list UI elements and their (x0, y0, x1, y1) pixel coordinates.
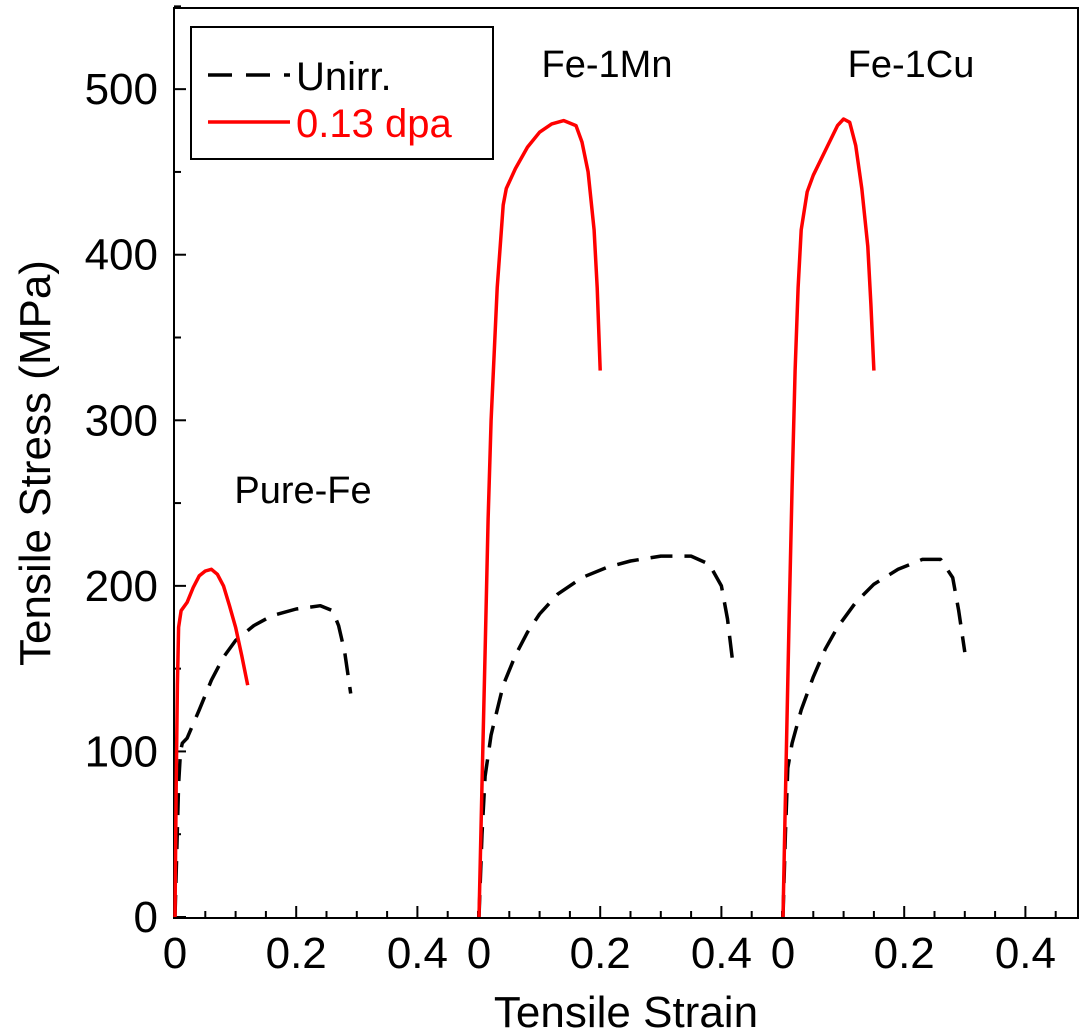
x-tick-label: 0 (163, 929, 187, 978)
panel-label: Fe-1Cu (848, 44, 975, 86)
x-tick-label: 0.2 (266, 929, 327, 978)
x-axis-title: Tensile Strain (494, 988, 758, 1035)
dpa-curve-pure-fe (173, 567, 250, 918)
legend: Unirr. 0.13 dpa (190, 26, 494, 160)
x-tick-label: 0.2 (570, 929, 631, 978)
dpa-curve-fe-1mn (477, 118, 602, 918)
y-tick-label: 200 (85, 562, 158, 611)
unirr-curve-pure-fe (173, 603, 353, 918)
legend-box (190, 26, 494, 160)
x-tick-label: 0 (467, 929, 491, 978)
y-tick-label: 500 (85, 65, 158, 114)
dpa-curve-fe-1cu (781, 117, 876, 918)
panel-labels: Pure-Fe Fe-1Mn Fe-1Cu (234, 44, 974, 512)
y-tick-label: 0 (134, 893, 158, 942)
plot-frame (173, 7, 1079, 919)
x-tick-label: 0.4 (387, 929, 448, 978)
x-tick-label: 0.4 (995, 929, 1056, 978)
series-layer (173, 117, 967, 918)
legend-label-unirr: Unirr. (296, 55, 392, 99)
x-tick-label: 0.2 (874, 929, 935, 978)
x-tick-label: 0.4 (691, 929, 752, 978)
panel-label: Pure-Fe (234, 470, 371, 512)
legend-label-dpa: 0.13 dpa (296, 102, 452, 146)
unirr-curve-fe-1cu (781, 557, 967, 918)
y-tick-label: 100 (85, 727, 158, 776)
unirr-curve-fe-1mn (477, 554, 736, 918)
tick-labels: 0 100 200 300 400 500 0 0.2 0.4 0 0.2 0.4 0 0.2 0.4 (85, 65, 1056, 978)
y-tick-label: 300 (85, 396, 158, 445)
panel-label: Fe-1Mn (542, 44, 673, 86)
x-tick-label: 0 (771, 929, 795, 978)
y-axis-title: Tensile Stress (MPa) (11, 260, 60, 666)
y-tick-label: 400 (85, 231, 158, 280)
